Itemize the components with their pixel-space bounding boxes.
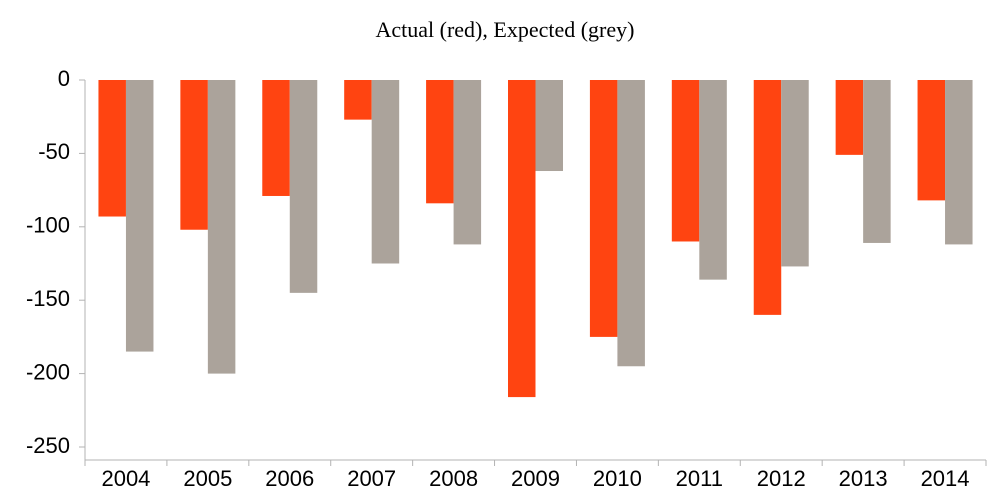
x-tick-label: 2010	[593, 466, 642, 490]
bar	[344, 80, 372, 120]
x-tick-label: 2006	[265, 466, 314, 490]
x-tick-label: 2005	[183, 466, 232, 490]
bar	[289, 80, 318, 293]
y-tick-label: -250	[26, 433, 70, 458]
x-tick-label: 2007	[347, 466, 396, 490]
bar	[945, 80, 973, 245]
bar	[617, 80, 645, 367]
bar	[917, 80, 946, 201]
bar	[125, 80, 154, 352]
bar	[207, 80, 236, 374]
bar	[262, 80, 290, 196]
bar	[781, 80, 809, 267]
x-tick-label: 2009	[511, 466, 560, 490]
bar	[371, 80, 400, 264]
bar	[453, 80, 482, 245]
bar	[863, 80, 891, 243]
bar	[426, 80, 454, 204]
y-tick-label: -150	[26, 286, 70, 311]
y-tick-label: -200	[26, 359, 70, 384]
x-tick-label: 2012	[757, 466, 806, 490]
chart-title: Actual (red), Expected (grey)	[376, 17, 635, 42]
x-tick-label: 2004	[101, 466, 150, 490]
bar	[98, 80, 126, 217]
bar	[671, 80, 700, 242]
x-tick-label: 2011	[676, 466, 723, 490]
y-tick-label: -50	[38, 139, 70, 164]
bar	[180, 80, 208, 230]
y-tick-label: 0	[58, 66, 70, 91]
bar	[699, 80, 727, 280]
bar	[835, 80, 864, 155]
y-tick-label: -100	[26, 213, 70, 238]
x-tick-label: 2013	[839, 466, 888, 490]
bar	[535, 80, 563, 172]
bar	[589, 80, 618, 337]
bar	[508, 80, 536, 398]
x-tick-label: 2014	[921, 466, 970, 490]
bar	[753, 80, 782, 315]
x-tick-label: 2008	[429, 466, 478, 490]
